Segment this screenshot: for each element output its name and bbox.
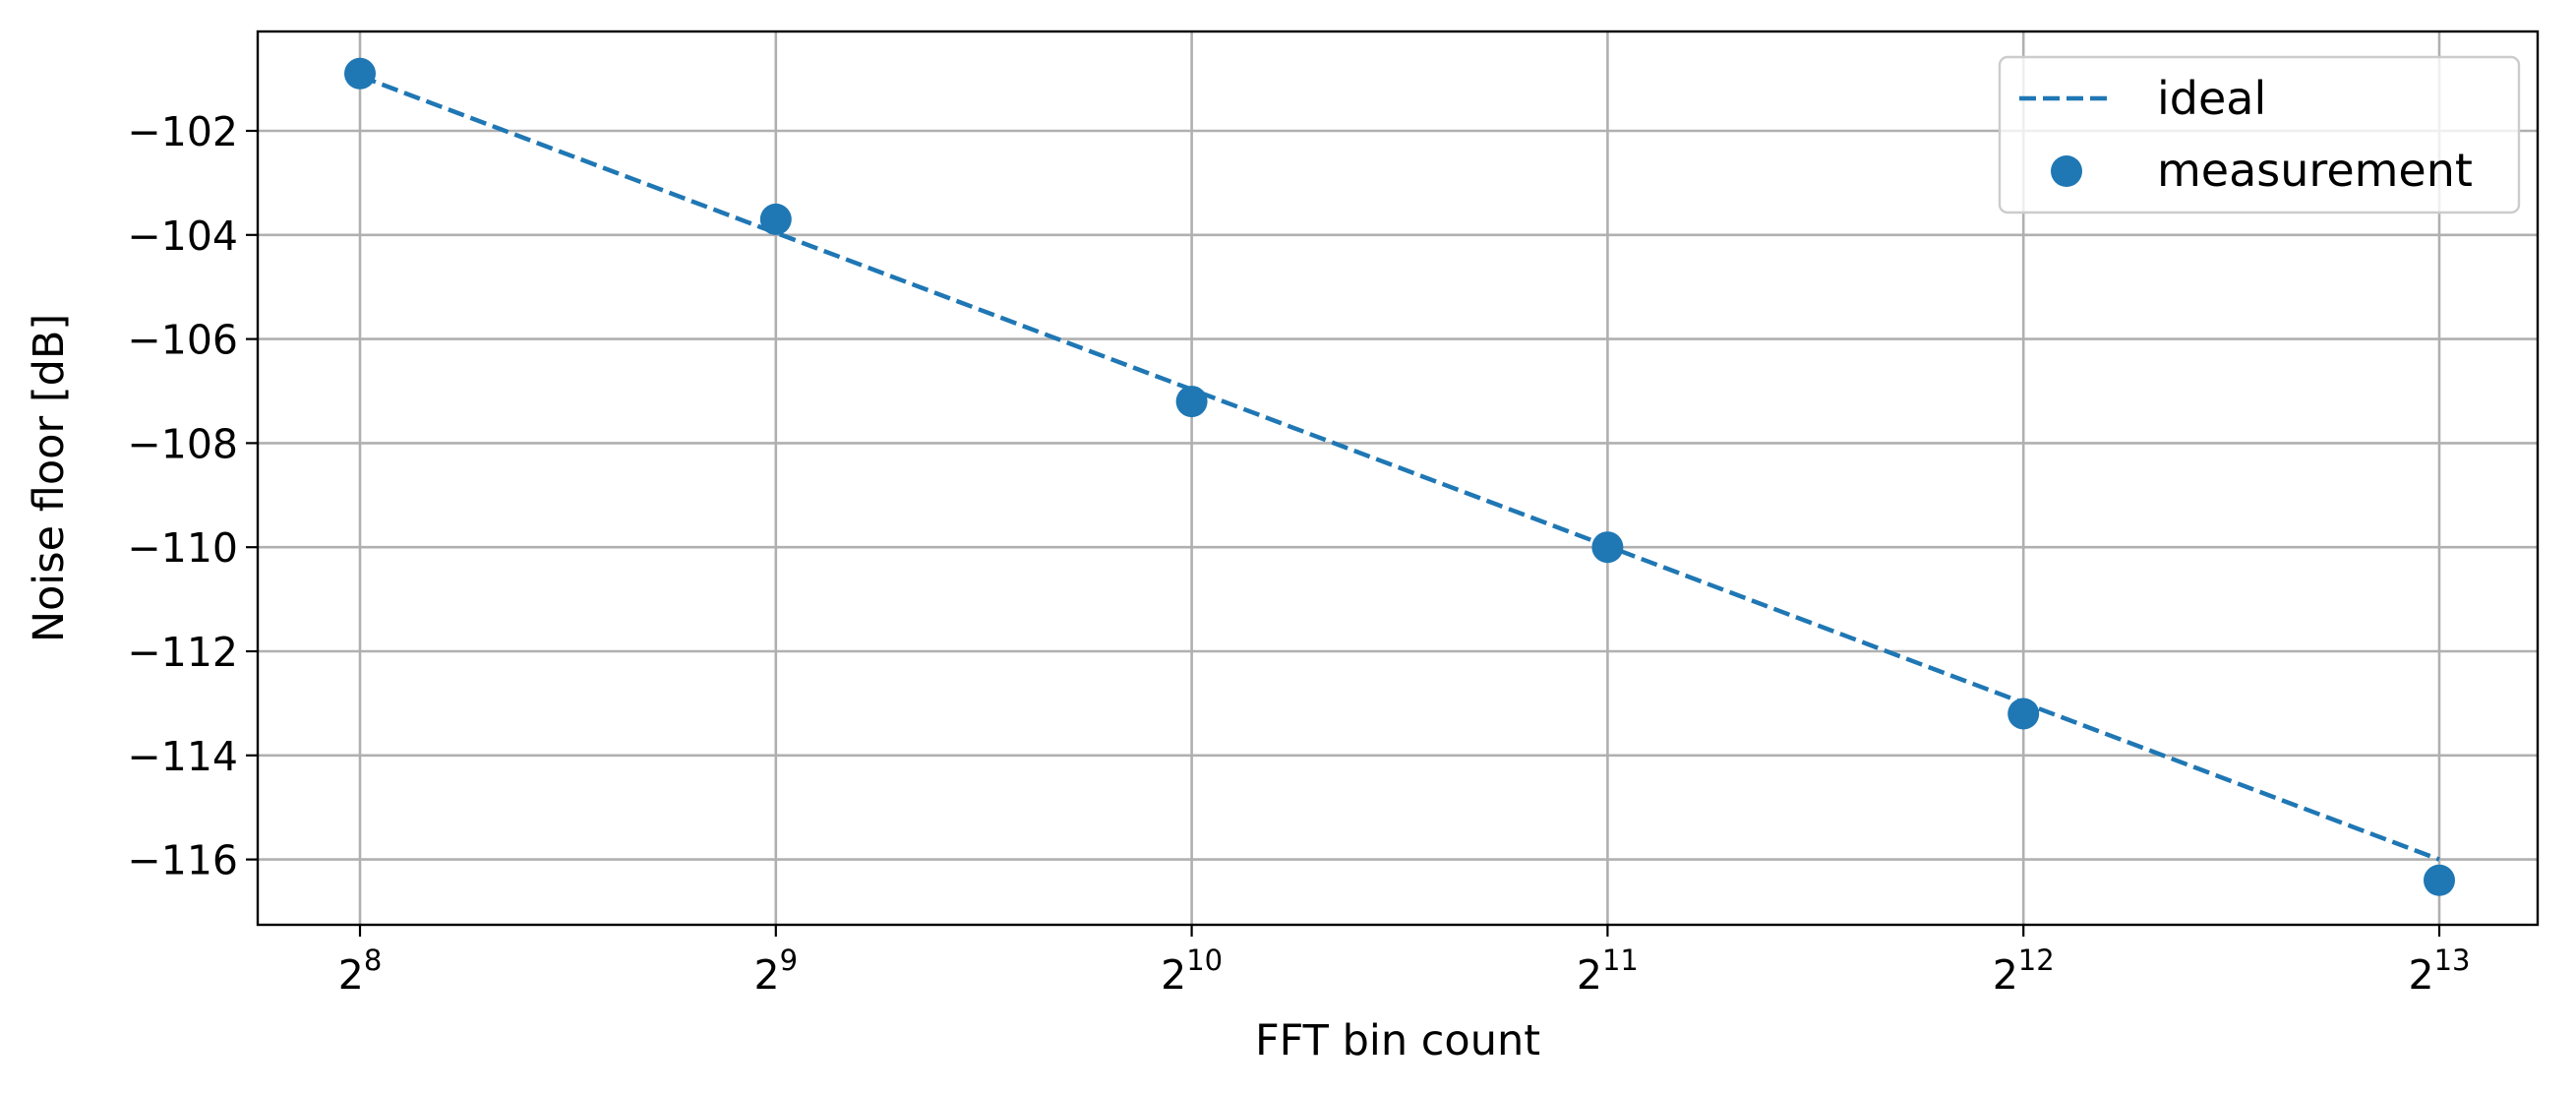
y-tick-label: −114 (127, 733, 238, 780)
axis-ticks: 28 29 210 211 212 213 −102 −104 −106 −108 −110 −112… (127, 108, 2470, 999)
measurement-point (2007, 698, 2040, 730)
y-tick-label: −104 (127, 213, 238, 260)
legend: ideal measurement (1998, 55, 2521, 214)
y-tick-label: −110 (127, 524, 238, 572)
x-tick-label: 211 (1577, 943, 1639, 999)
plot-frame (256, 30, 2540, 927)
measurement-point (1175, 386, 1208, 418)
x-axis-label: FFT bin count (1255, 1016, 1540, 1065)
measurement-series (344, 57, 2455, 896)
y-tick-label: −112 (127, 629, 238, 676)
legend-box (1998, 55, 2521, 214)
measurement-point (1591, 531, 1624, 564)
y-tick-label: −108 (127, 420, 238, 467)
measurement-point (759, 203, 792, 235)
y-tick-label: −106 (127, 317, 238, 364)
measurement-point (344, 57, 376, 90)
x-tick-label: 213 (2409, 943, 2471, 999)
legend-measurement-label: measurement (2157, 144, 2473, 197)
y-tick-label: −116 (127, 837, 238, 884)
measurement-point (2424, 864, 2455, 896)
x-tick-label: 210 (1161, 943, 1223, 999)
ideal-series (359, 74, 2440, 862)
x-tick-label: 28 (338, 943, 383, 999)
legend-ideal-label: ideal (2157, 72, 2266, 125)
legend-measurement-swatch (2051, 155, 2082, 187)
y-axis-label: Noise floor [dB] (25, 314, 74, 642)
y-tick-label: −102 (127, 108, 238, 155)
ideal-line (359, 74, 2440, 862)
x-tick-label: 212 (1993, 943, 2055, 999)
x-tick-label: 29 (754, 943, 799, 999)
